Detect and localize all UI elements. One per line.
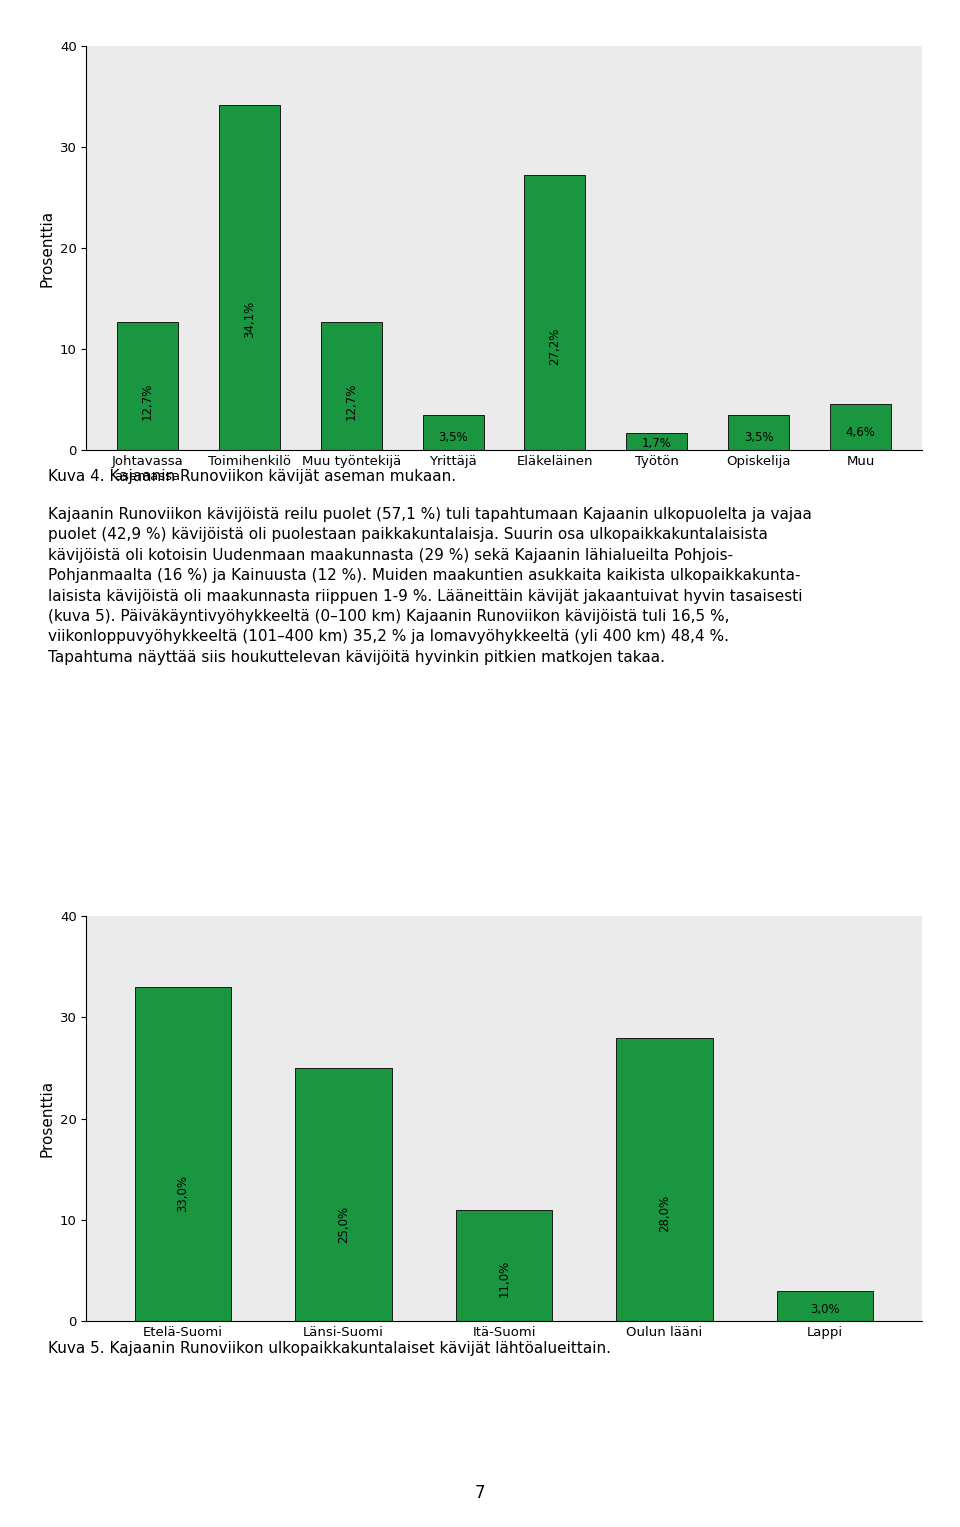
- Bar: [296, 1067, 392, 1321]
- Y-axis label: Prosenttia: Prosenttia: [39, 209, 55, 287]
- Text: 33,0%: 33,0%: [177, 1176, 189, 1212]
- Text: Kuva 4. Kajaanin Runoviikon kävijät aseman mukaan.: Kuva 4. Kajaanin Runoviikon kävijät asem…: [48, 469, 456, 484]
- Text: 27,2%: 27,2%: [548, 327, 562, 365]
- Text: 12,7%: 12,7%: [141, 383, 154, 420]
- Text: 11,0%: 11,0%: [497, 1260, 511, 1298]
- Text: 25,0%: 25,0%: [337, 1206, 349, 1243]
- Text: 12,7%: 12,7%: [345, 383, 358, 420]
- Bar: [777, 1290, 874, 1321]
- Bar: [422, 415, 484, 450]
- Bar: [616, 1037, 713, 1321]
- Text: 3,5%: 3,5%: [439, 431, 468, 443]
- Bar: [117, 322, 178, 450]
- Y-axis label: Prosenttia: Prosenttia: [39, 1080, 55, 1157]
- Text: Kajaanin Runoviikon kävijöistä reilu puolet (57,1 %) tuli tapahtumaan Kajaanin u: Kajaanin Runoviikon kävijöistä reilu puo…: [48, 507, 812, 664]
- Text: 7: 7: [475, 1484, 485, 1503]
- Text: 4,6%: 4,6%: [846, 426, 876, 440]
- Bar: [830, 405, 891, 450]
- Text: 1,7%: 1,7%: [642, 437, 672, 450]
- Text: 3,0%: 3,0%: [810, 1303, 840, 1316]
- Text: 34,1%: 34,1%: [243, 301, 256, 337]
- Bar: [626, 434, 687, 450]
- Bar: [219, 105, 280, 450]
- Bar: [321, 322, 382, 450]
- Bar: [456, 1209, 552, 1321]
- Bar: [134, 986, 231, 1321]
- Text: Kuva 5. Kajaanin Runoviikon ulkopaikkakuntalaiset kävijät lähtöalueittain.: Kuva 5. Kajaanin Runoviikon ulkopaikkaku…: [48, 1341, 611, 1356]
- Bar: [728, 415, 789, 450]
- Text: 28,0%: 28,0%: [659, 1194, 671, 1232]
- Text: 3,5%: 3,5%: [744, 431, 774, 443]
- Bar: [524, 176, 586, 450]
